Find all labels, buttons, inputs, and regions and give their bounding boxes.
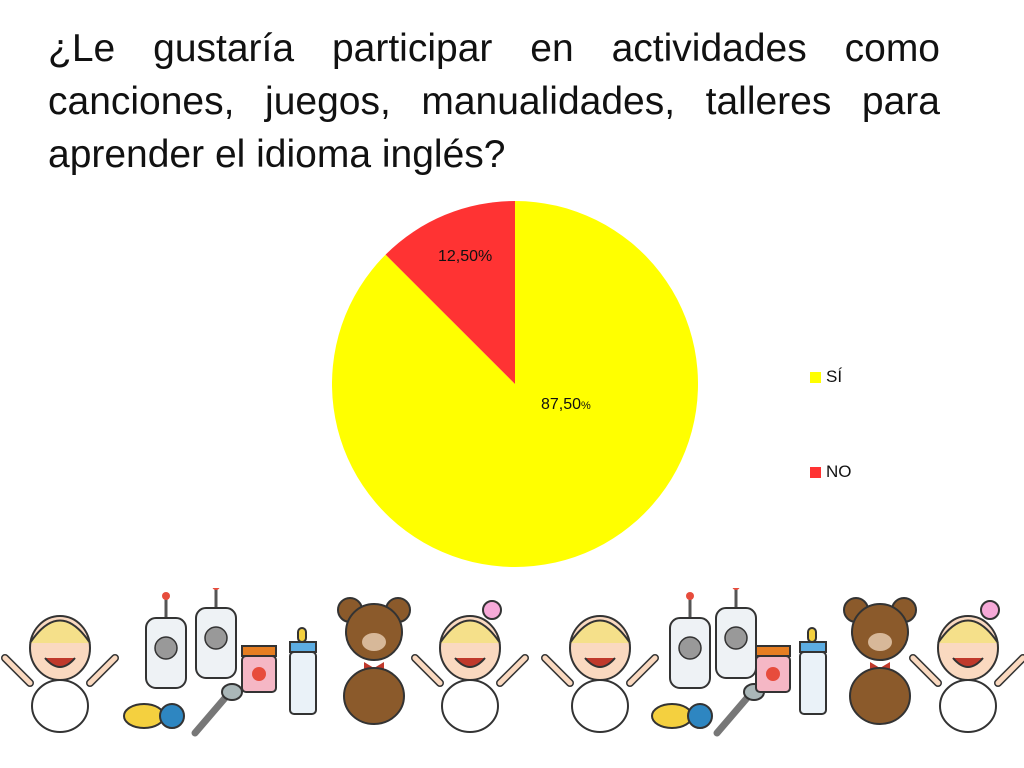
baby-items-border bbox=[1, 588, 1024, 737]
bottle-icon bbox=[799, 627, 827, 715]
data-label-no: 12,50% bbox=[438, 248, 492, 265]
data-label-si: 87,50% bbox=[541, 396, 591, 413]
baby-monitor-icon bbox=[195, 588, 237, 679]
legend-item-si: SÍ bbox=[810, 367, 842, 387]
baby-monitor-icon bbox=[715, 588, 757, 679]
baby-monitor-icon bbox=[669, 592, 711, 689]
pacifier-icon bbox=[651, 703, 713, 729]
jar-icon bbox=[755, 645, 791, 693]
slide-title: ¿Le gustaría participar en actividades c… bbox=[48, 27, 940, 176]
legend-label-no: NO bbox=[826, 462, 852, 481]
baby-monitor-icon bbox=[145, 592, 187, 689]
teddy-bear-icon bbox=[843, 597, 917, 725]
baby-girl-icon bbox=[909, 600, 1024, 733]
baby-icon bbox=[541, 615, 659, 733]
legend-swatch-no bbox=[810, 466, 821, 478]
legend-item-no: NO bbox=[810, 462, 852, 482]
baby-girl-icon bbox=[411, 600, 529, 733]
pie-chart: 87,50% 12,50% bbox=[331, 200, 698, 567]
spoon-icon bbox=[191, 683, 243, 737]
legend-swatch-si bbox=[810, 371, 821, 383]
jar-icon bbox=[241, 645, 277, 693]
bottle-icon bbox=[289, 627, 317, 715]
pie-slice-si bbox=[331, 201, 698, 567]
baby-icon bbox=[1, 615, 119, 733]
legend-label-si: SÍ bbox=[826, 367, 843, 386]
teddy-bear-icon bbox=[337, 597, 411, 725]
pie-slice-no bbox=[385, 200, 515, 384]
pacifier-icon bbox=[123, 703, 185, 729]
